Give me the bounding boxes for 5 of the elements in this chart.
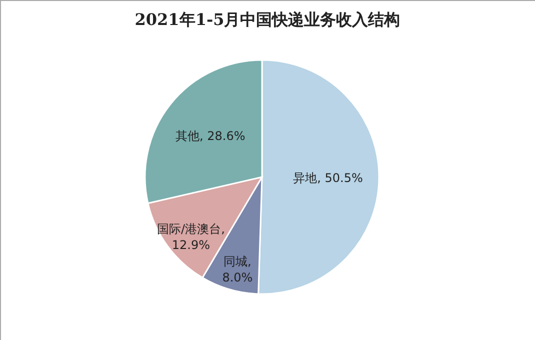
slice-label: 异地, 50.5% (293, 171, 363, 186)
slice-label: 其他, 28.6% (175, 128, 246, 143)
chart-title: 2021年1-5月中国快递业务收入结构 (134, 10, 400, 29)
slice-label: 同城, 8.0% (222, 254, 253, 285)
slice-label: 国际/港澳台, 12.9% (157, 222, 225, 252)
